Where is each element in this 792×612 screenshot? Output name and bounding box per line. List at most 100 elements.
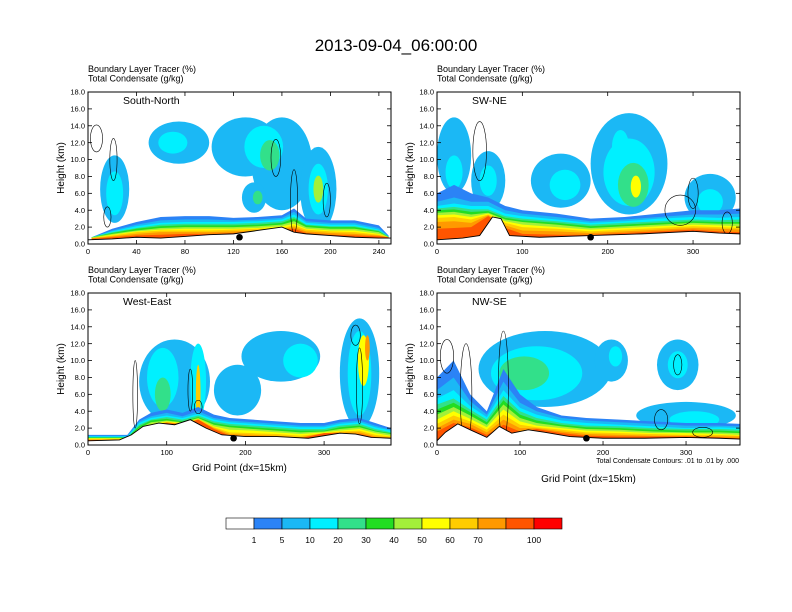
y-tick-label: 2.0 [75, 424, 85, 433]
y-tick-label: 18.0 [419, 289, 434, 298]
colorbar-label: 60 [445, 535, 455, 545]
tracer-blob [611, 130, 630, 164]
y-tick-label: 14.0 [419, 322, 434, 331]
region-label: South-North [123, 95, 180, 107]
tracer-blob [697, 189, 723, 215]
x-tick-label: 200 [601, 247, 614, 256]
panel-header-line: Total Condensate (g/kg) [88, 74, 184, 84]
condensate-contour [440, 339, 454, 374]
colorbar-swatch [337, 517, 367, 530]
y-tick-label: 4.0 [75, 407, 85, 416]
colorbar-label: 5 [280, 535, 285, 545]
condensate-contour [356, 347, 363, 425]
plot-area [88, 293, 391, 445]
location-marker [230, 434, 237, 442]
location-marker [583, 434, 590, 442]
y-tick-label: 0.0 [75, 240, 85, 249]
x-axis-label: Grid Point (dx=15km) [192, 463, 287, 474]
tracer-blob [667, 351, 688, 379]
region-label: SW-NE [472, 95, 507, 107]
y-axis-label: Height (km) [405, 142, 416, 194]
y-tick-label: 0.0 [424, 441, 434, 450]
panel-header-line: Total Condensate (g/kg) [88, 275, 184, 285]
condensate-contour [687, 177, 699, 209]
x-tick-label: 0 [435, 448, 439, 457]
panel-west-east: Boundary Layer Tracer (%)Total Condensat… [56, 265, 392, 474]
condensate-contour [90, 124, 103, 153]
y-tick-label: 6.0 [424, 390, 434, 399]
y-tick-label: 10.0 [419, 356, 434, 365]
colorbar-swatch [477, 517, 507, 530]
y-tick-label: 2.0 [424, 223, 434, 232]
y-tick-label: 4.0 [424, 407, 434, 416]
x-tick-label: 200 [239, 448, 252, 457]
y-tick-label: 4.0 [424, 206, 434, 215]
colorbar-label: 40 [389, 535, 399, 545]
x-tick-label: 0 [86, 247, 90, 256]
y-tick-label: 12.0 [70, 138, 85, 147]
x-tick-label: 200 [324, 247, 337, 256]
terrain-fill [437, 216, 740, 244]
x-tick-label: 40 [132, 247, 140, 256]
y-tick-label: 16.0 [70, 305, 85, 314]
y-tick-label: 0.0 [75, 441, 85, 450]
tracer-blob [158, 131, 188, 154]
plot-area [437, 293, 740, 445]
x-tick-label: 300 [680, 448, 693, 457]
y-tick-label: 6.0 [75, 189, 85, 198]
terrain-fill [88, 419, 391, 445]
panel-header-line: Boundary Layer Tracer (%) [88, 64, 196, 74]
colorbar-swatch [421, 517, 451, 530]
y-tick-label: 10.0 [70, 356, 85, 365]
region-label: NW-SE [472, 296, 507, 308]
tracer-blob [608, 346, 623, 367]
x-axis-label: Grid Point (dx=15km) [541, 474, 636, 485]
panel-frame [436, 292, 741, 446]
panel-frame [436, 91, 741, 245]
y-tick-label: 10.0 [419, 155, 434, 164]
condensate-contour [664, 194, 696, 226]
colorbar-swatch [309, 517, 339, 530]
y-tick-label: 16.0 [419, 305, 434, 314]
terrain-fill [437, 423, 740, 445]
x-tick-label: 160 [276, 247, 289, 256]
colorbar-label: 20 [333, 535, 343, 545]
x-tick-label: 80 [181, 247, 189, 256]
x-tick-label: 120 [227, 247, 240, 256]
y-tick-label: 12.0 [419, 138, 434, 147]
y-tick-label: 8.0 [424, 172, 434, 181]
y-tick-label: 8.0 [75, 373, 85, 382]
y-tick-label: 12.0 [419, 339, 434, 348]
y-tick-label: 2.0 [424, 424, 434, 433]
x-tick-label: 100 [516, 247, 529, 256]
y-tick-label: 16.0 [70, 104, 85, 113]
figure-title: 2013-09-04_06:00:00 [315, 36, 478, 55]
condensate-contour [270, 138, 282, 177]
condensate-contour [459, 343, 473, 445]
colorbar-swatch [533, 517, 563, 530]
condensate-contour [472, 121, 487, 181]
panel-nw-se: Boundary Layer Tracer (%)Total Condensat… [405, 265, 741, 485]
y-tick-label: 8.0 [424, 373, 434, 382]
colorbar-swatch [281, 517, 311, 530]
x-tick-label: 300 [687, 247, 700, 256]
colorbar-label: 30 [361, 535, 371, 545]
y-tick-label: 18.0 [70, 289, 85, 298]
condensate-contour [187, 368, 193, 412]
colorbar-swatch [225, 517, 255, 530]
y-tick-label: 18.0 [419, 88, 434, 97]
panel-frame [87, 91, 392, 245]
condensate-contour [654, 409, 669, 431]
panel-header-line: Boundary Layer Tracer (%) [437, 64, 545, 74]
tracer-blob [549, 169, 581, 201]
y-tick-label: 6.0 [424, 189, 434, 198]
colorbar: 1 5 10 20 30 40 50 60 70 100 [225, 517, 563, 545]
panel-south-north: Boundary Layer Tracer (%)Total Condensat… [56, 64, 392, 256]
y-tick-label: 18.0 [70, 88, 85, 97]
colorbar-label: 100 [527, 535, 541, 545]
colorbar-label: 10 [305, 535, 315, 545]
x-tick-label: 300 [318, 448, 331, 457]
colorbar-swatch [365, 517, 395, 530]
y-axis-label: Height (km) [56, 343, 67, 395]
tracer-blob [260, 140, 280, 171]
